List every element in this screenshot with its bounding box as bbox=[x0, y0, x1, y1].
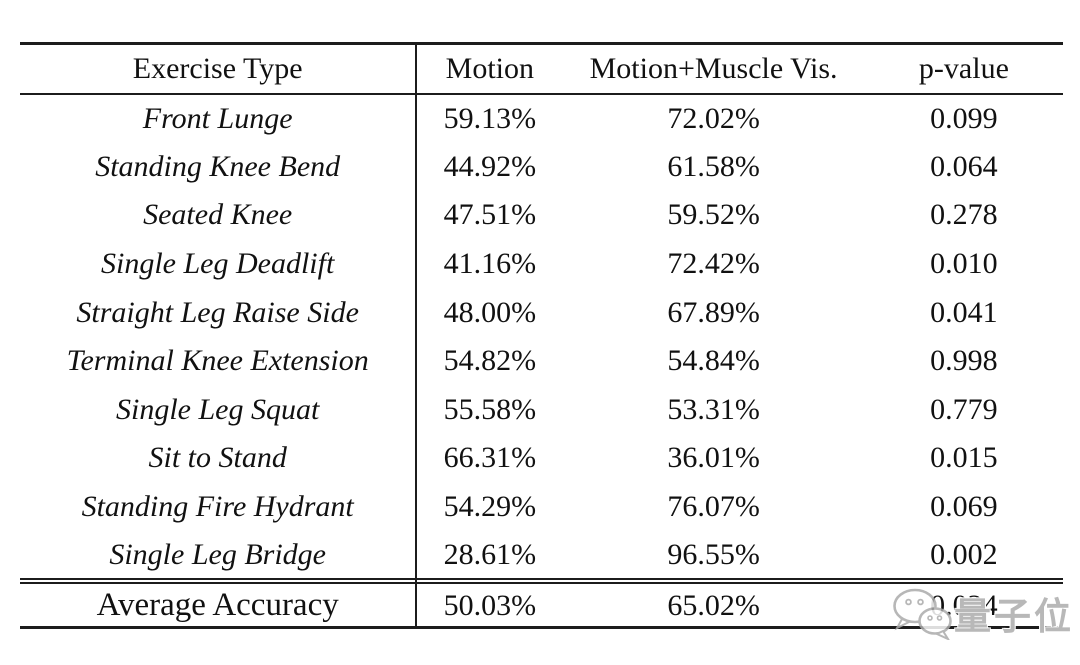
exercise-name-cell: Standing Knee Bend bbox=[20, 142, 418, 191]
motion-value-cell: 59.13% bbox=[443, 101, 537, 135]
muscle-value-cell: 54.84% bbox=[667, 344, 760, 378]
table-row: Standing Knee Bend 44.92% 61.58% 0.064 bbox=[20, 142, 1063, 191]
p-value-cell: 0.064 bbox=[930, 149, 998, 183]
p-value-cell: 0.779 bbox=[930, 392, 998, 426]
results-table: Exercise Type Motion Motion+Muscle Vis. … bbox=[20, 42, 1063, 629]
table-row: Single Leg Deadlift 41.16% 72.42% 0.010 bbox=[20, 239, 1063, 288]
motion-value-cell: 66.31% bbox=[443, 441, 537, 475]
p-value-cell: 0.099 bbox=[930, 101, 998, 135]
average-row: Average Accuracy 50.03% 65.02% 0.024 bbox=[20, 583, 1063, 629]
muscle-value-cell: 67.89% bbox=[667, 295, 760, 329]
average-label-cell: Average Accuracy bbox=[20, 583, 418, 629]
p-value-cell: 0.069 bbox=[930, 490, 998, 524]
exercise-name-cell: Seated Knee bbox=[20, 190, 418, 240]
muscle-value-cell: 36.01% bbox=[667, 441, 760, 475]
p-value-cell: 0.278 bbox=[930, 198, 998, 232]
motion-value-cell: 41.16% bbox=[443, 247, 537, 281]
average-muscle-cell: 65.02% bbox=[562, 583, 865, 629]
p-value-cell: 0.998 bbox=[930, 344, 998, 378]
header-motion: Motion bbox=[416, 42, 563, 95]
p-value-cell: 0.041 bbox=[930, 295, 998, 329]
table-row: Straight Leg Raise Side 48.00% 67.89% 0.… bbox=[20, 287, 1063, 337]
exercise-name-cell: Standing Fire Hydrant bbox=[20, 482, 418, 531]
header-exercise-type: Exercise Type bbox=[20, 42, 418, 95]
exercise-name-cell: Single Leg Squat bbox=[20, 385, 418, 434]
muscle-value-cell: 53.31% bbox=[667, 392, 760, 426]
table-row: Single Leg Bridge 28.61% 96.55% 0.002 bbox=[20, 530, 1063, 580]
motion-value-cell: 48.00% bbox=[443, 295, 537, 329]
p-value-cell: 0.015 bbox=[930, 441, 998, 475]
exercise-name-cell: Single Leg Deadlift bbox=[20, 239, 418, 288]
motion-value-cell: 54.82% bbox=[443, 344, 537, 378]
table-row: Seated Knee 47.51% 59.52% 0.278 bbox=[20, 190, 1063, 240]
motion-value-cell: 47.51% bbox=[443, 198, 537, 232]
average-p-value-cell: 0.024 bbox=[864, 583, 1063, 629]
exercise-name-cell: Front Lunge bbox=[20, 93, 418, 143]
table-row: Standing Fire Hydrant 54.29% 76.07% 0.06… bbox=[20, 482, 1063, 531]
muscle-value-cell: 76.07% bbox=[667, 490, 760, 524]
muscle-value-cell: 72.42% bbox=[667, 247, 760, 281]
motion-value-cell: 54.29% bbox=[443, 490, 537, 524]
muscle-value-cell: 59.52% bbox=[667, 198, 760, 232]
exercise-name-cell: Straight Leg Raise Side bbox=[20, 287, 418, 337]
motion-value-cell: 28.61% bbox=[443, 538, 537, 572]
muscle-value-cell: 61.58% bbox=[667, 149, 760, 183]
exercise-name-cell: Terminal Knee Extension bbox=[20, 336, 418, 386]
p-value-cell: 0.002 bbox=[930, 538, 998, 572]
table-row: Sit to Stand 66.31% 36.01% 0.015 bbox=[20, 433, 1063, 483]
header-p-value: p-value bbox=[864, 42, 1063, 95]
table-row: Terminal Knee Extension 54.82% 54.84% 0.… bbox=[20, 336, 1063, 386]
table-header-row: Exercise Type Motion Motion+Muscle Vis. … bbox=[20, 42, 1063, 95]
muscle-value-cell: 72.02% bbox=[667, 101, 760, 135]
average-motion-cell: 50.03% bbox=[416, 583, 563, 629]
motion-value-cell: 55.58% bbox=[443, 392, 537, 426]
motion-value-cell: 44.92% bbox=[443, 149, 537, 183]
muscle-value-cell: 96.55% bbox=[667, 538, 760, 572]
table-row: Front Lunge 59.13% 72.02% 0.099 bbox=[20, 93, 1063, 143]
p-value-cell: 0.010 bbox=[930, 247, 998, 281]
header-motion-muscle-vis: Motion+Muscle Vis. bbox=[562, 42, 865, 95]
exercise-name-cell: Sit to Stand bbox=[20, 433, 418, 483]
table-row: Single Leg Squat 55.58% 53.31% 0.779 bbox=[20, 385, 1063, 434]
exercise-name-cell: Single Leg Bridge bbox=[20, 530, 418, 580]
double-rule bbox=[20, 578, 1063, 585]
